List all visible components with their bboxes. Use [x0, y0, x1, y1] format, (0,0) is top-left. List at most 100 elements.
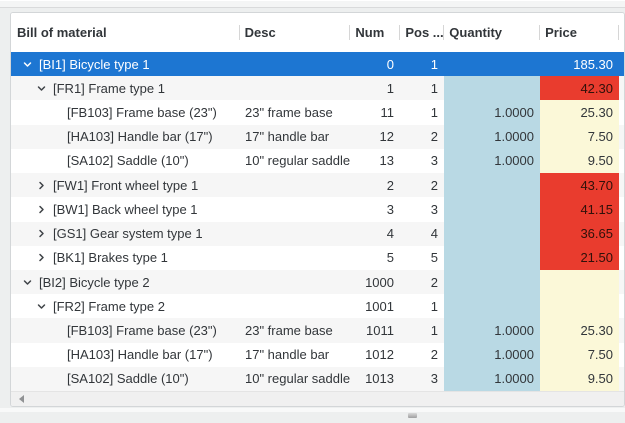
- cell-bill-of-material: [SA102] Saddle (10"): [11, 149, 239, 173]
- cell-pos: 1: [430, 105, 438, 121]
- panel-gap: [0, 408, 625, 412]
- cell-num: 3: [386, 201, 394, 217]
- item-label: [BK1] Brakes type 1: [53, 250, 168, 266]
- chevron-right-icon[interactable]: [33, 252, 49, 263]
- cell-price: 7.50: [540, 124, 619, 149]
- item-label: [FR2] Frame type 2: [53, 298, 165, 314]
- splitter-grip[interactable]: [408, 413, 417, 418]
- table-row[interactable]: [FB103] Frame base (23") 23" frame base 11…: [11, 100, 624, 125]
- table-row[interactable]: [SA102] Saddle (10") 10" regular saddle 13…: [11, 148, 624, 174]
- cell-pos: 2: [430, 347, 438, 363]
- item-label: [BW1] Back wheel type 1: [53, 201, 198, 217]
- cell-gutter: [619, 76, 624, 100]
- chevron-down-icon[interactable]: [33, 301, 49, 312]
- cell-bill-of-material: [FB103] Frame base (23"): [11, 100, 239, 124]
- cell-desc: 10" regular saddle: [245, 371, 350, 387]
- cell-bill-of-material: [BW1] Back wheel type 1: [11, 197, 239, 221]
- cell-num: 5: [386, 250, 394, 266]
- cell-price: 25.30: [540, 100, 619, 125]
- cell-desc: 23" frame base: [245, 323, 333, 339]
- table-row[interactable]: [HA103] Handle bar (17") 17" handle bar 12…: [11, 124, 624, 149]
- cell-bill-of-material: [BI2] Bicycle type 2: [11, 270, 239, 294]
- column-header-num[interactable]: Num: [349, 13, 399, 52]
- cell-gutter: [619, 246, 624, 270]
- scroll-left-arrow-icon[interactable]: [19, 395, 24, 403]
- cell-num: 2: [386, 177, 394, 193]
- table-row[interactable]: [BW1] Back wheel type 1 3 3 41.15: [11, 197, 624, 222]
- table-row[interactable]: [FR1] Frame type 1 1 1 42.30: [11, 76, 624, 101]
- cell-desc: [239, 270, 350, 294]
- table-row[interactable]: [GS1] Gear system type 1 4 4 36.65: [11, 221, 624, 246]
- cell-bill-of-material: [FR2] Frame type 2: [11, 294, 239, 318]
- cell-num: 4: [386, 226, 394, 242]
- cell-qty: [444, 76, 540, 101]
- cell-bill-of-material: [SA102] Saddle (10"): [11, 367, 239, 391]
- cell-num: 1013: [365, 371, 394, 387]
- cell-price: 41.15: [540, 197, 619, 222]
- column-header-desc[interactable]: Desc: [238, 13, 350, 52]
- cell-gutter: [619, 294, 624, 318]
- table-row[interactable]: [BK1] Brakes type 1 5 5 21.50: [11, 245, 624, 270]
- chevron-down-icon[interactable]: [33, 83, 49, 94]
- cell-num: 13: [379, 153, 394, 169]
- cell-desc: 17" handle bar: [245, 347, 330, 363]
- cell-price: 43.70: [540, 173, 619, 198]
- cell-bill-of-material: [FW1] Front wheel type 1: [11, 173, 239, 197]
- table-row[interactable]: [HA103] Handle bar (17") 17" handle bar 10…: [11, 342, 624, 367]
- item-label: [SA102] Saddle (10"): [67, 371, 189, 387]
- chevron-down-icon[interactable]: [19, 59, 35, 70]
- cell-bill-of-material: [FR1] Frame type 1: [11, 76, 239, 100]
- cell-num: 12: [379, 129, 394, 145]
- cell-num: 11: [380, 105, 395, 121]
- cell-desc: [239, 52, 350, 76]
- column-header-qty[interactable]: Quantity: [443, 13, 539, 52]
- cell-pos: 2: [430, 274, 438, 290]
- column-header-name[interactable]: Bill of material: [11, 13, 239, 52]
- cell-num: 1011: [366, 323, 394, 339]
- cell-pos: 1: [430, 80, 438, 96]
- item-label: [GS1] Gear system type 1: [53, 226, 203, 242]
- cell-desc: [239, 76, 350, 100]
- cell-price: 7.50: [540, 342, 619, 367]
- cell-desc: [239, 197, 350, 221]
- horizontal-scrollbar[interactable]: [11, 391, 624, 406]
- cell-bill-of-material: [BI1] Bicycle type 1: [11, 52, 239, 76]
- table-row[interactable]: [FR2] Frame type 2 1001 1: [11, 294, 624, 319]
- cell-price: 21.50: [540, 245, 619, 270]
- cell-price: 42.30: [540, 76, 619, 101]
- cell-num: 1: [386, 80, 394, 96]
- chevron-down-icon[interactable]: [19, 277, 35, 288]
- cell-gutter: [619, 367, 624, 391]
- cell-qty: 1.0000: [444, 366, 540, 392]
- cell-pos: 3: [430, 371, 438, 387]
- cell-desc: 23" frame base: [245, 105, 333, 121]
- table-row[interactable]: [FW1] Front wheel type 1 2 2 43.70: [11, 173, 624, 198]
- column-header-price[interactable]: Price: [539, 13, 618, 52]
- table-row[interactable]: [SA102] Saddle (10") 10" regular saddle 10…: [11, 366, 624, 392]
- cell-desc: [239, 222, 350, 246]
- cell-desc: [239, 294, 350, 318]
- cell-qty: 1.0000: [444, 148, 540, 174]
- cell-qty: [444, 173, 540, 198]
- column-header-pos[interactable]: Pos ...: [399, 13, 443, 52]
- item-label: [FB103] Frame base (23"): [67, 323, 217, 339]
- cell-qty: 1.0000: [444, 100, 540, 125]
- cell-qty: 1.0000: [444, 342, 540, 367]
- cell-gutter: [619, 318, 624, 342]
- cell-qty: [444, 269, 540, 295]
- table-row[interactable]: [BI1] Bicycle type 1 0 1 185.30: [11, 52, 624, 77]
- cell-num: 1012: [365, 347, 394, 363]
- table-row[interactable]: [BI2] Bicycle type 2 1000 2: [11, 269, 624, 295]
- chevron-right-icon[interactable]: [33, 204, 49, 215]
- column-header-label: Bill of material: [17, 25, 107, 40]
- chevron-right-icon[interactable]: [33, 180, 49, 191]
- cell-num: 0: [386, 56, 394, 72]
- table-header: Bill of material Desc Num Pos ... Quantity Pr…: [11, 13, 624, 52]
- table-body: [BI1] Bicycle type 1 0 1 185.30 [FR1] Frame …: [11, 52, 624, 392]
- chevron-right-icon[interactable]: [33, 228, 49, 239]
- cell-pos: 2: [430, 129, 438, 145]
- table-row[interactable]: [FB103] Frame base (23") 23" frame base 10…: [11, 318, 624, 343]
- cell-qty: [444, 52, 540, 76]
- cell-price: [540, 269, 619, 295]
- cell-gutter: [619, 52, 624, 76]
